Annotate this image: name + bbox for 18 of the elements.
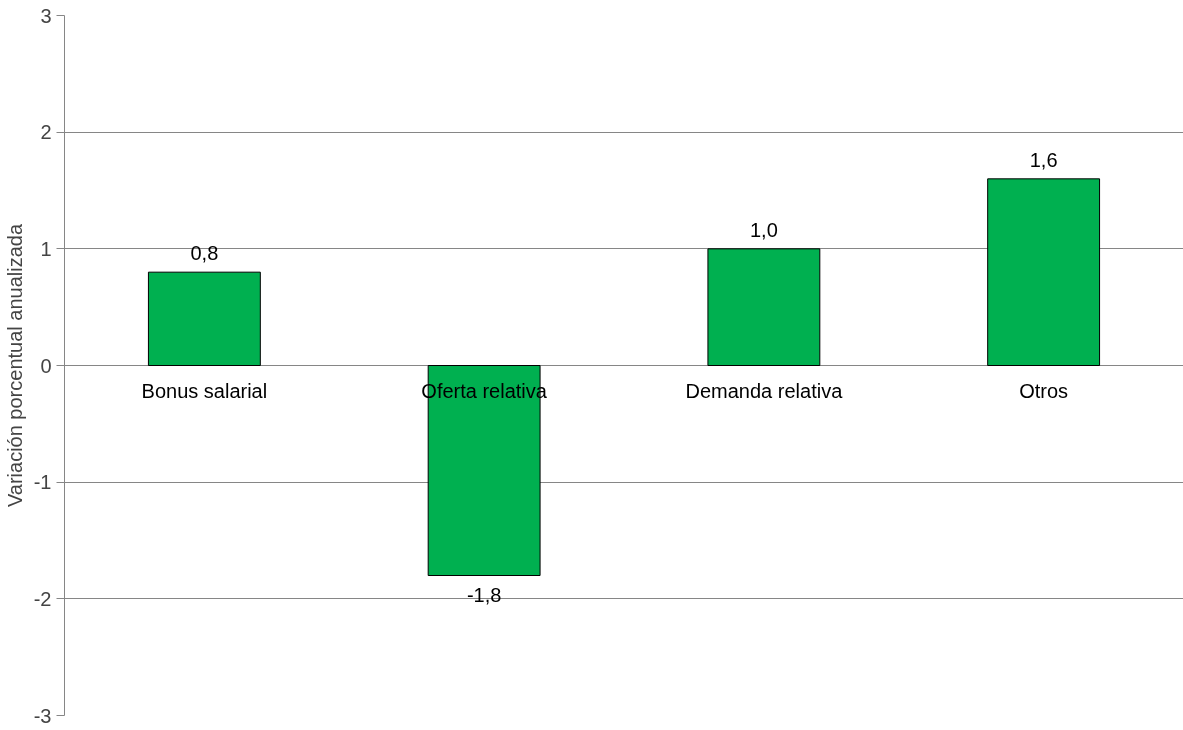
y-tick-label: 2 — [40, 121, 52, 144]
y-tick-label: -2 — [33, 587, 52, 610]
y-tick-label: 3 — [40, 4, 52, 27]
data-label: 0,8 — [190, 242, 219, 265]
bar — [147, 271, 261, 366]
x-tick-label: Demanda relativa — [685, 379, 844, 402]
bar — [707, 248, 821, 366]
x-tick-label: Bonus salarial — [141, 379, 268, 402]
data-label: 1,0 — [749, 218, 778, 241]
x-tick-label: Otros — [1019, 379, 1069, 402]
y-tick-label: -3 — [33, 704, 52, 727]
data-label: 1,6 — [1029, 148, 1058, 171]
data-label: -1,8 — [466, 583, 502, 606]
y-axis-title: Variación porcentual anualizada — [3, 223, 26, 508]
y-tick-label: 1 — [40, 237, 52, 260]
y-tick-label: -1 — [33, 471, 52, 494]
bar — [987, 178, 1101, 366]
y-tick-label: 0 — [40, 354, 52, 377]
